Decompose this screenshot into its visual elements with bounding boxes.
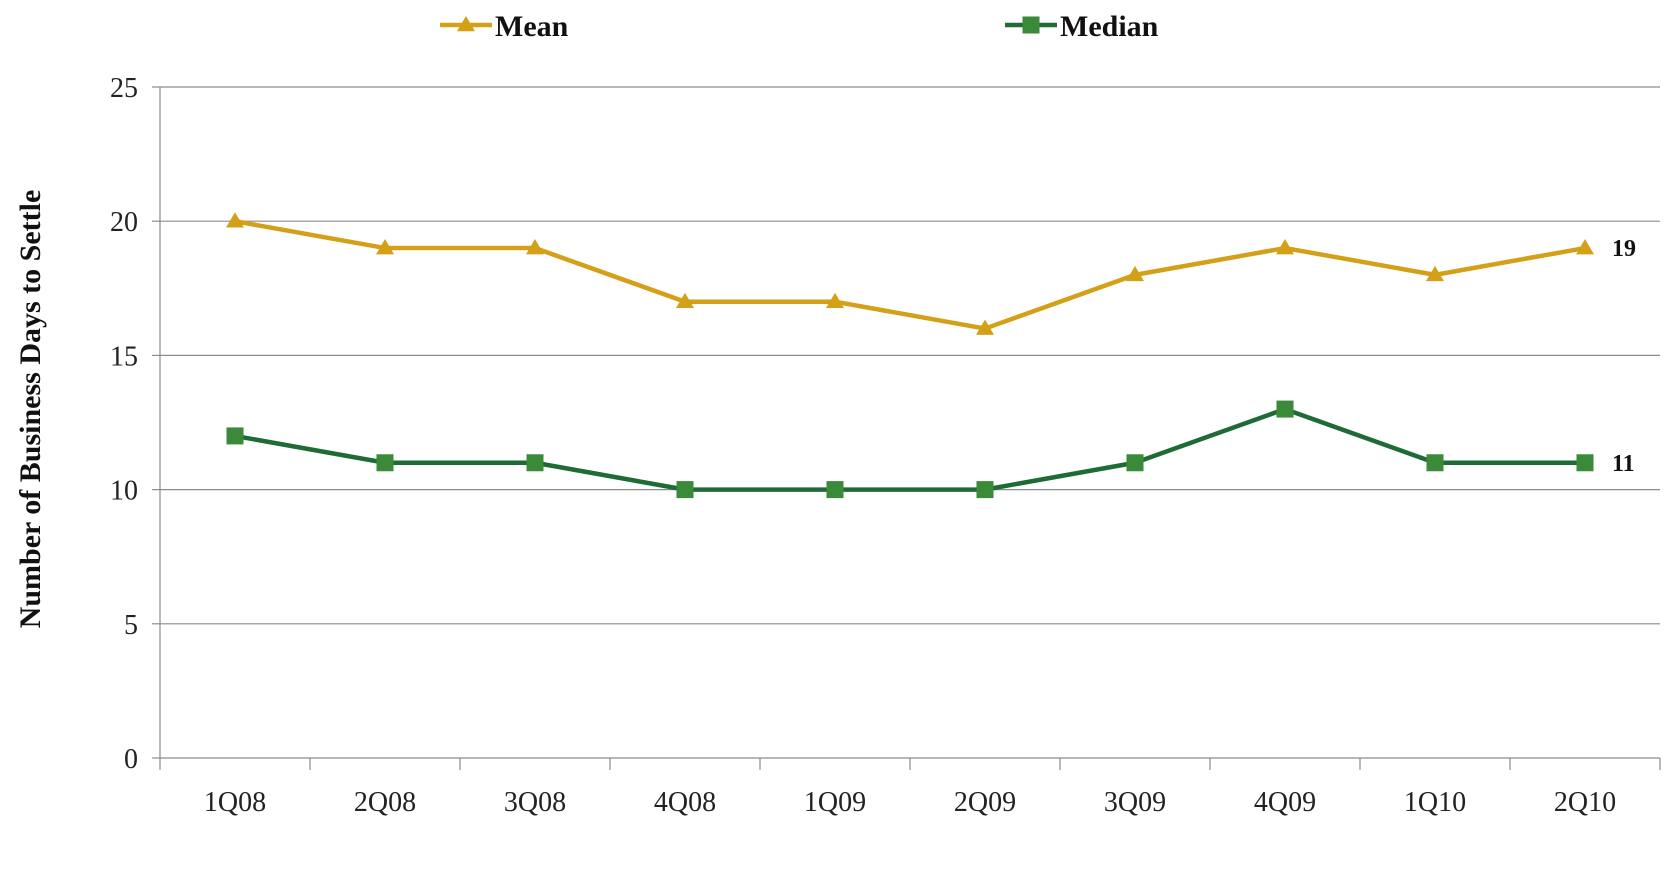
x-tick-label: 2Q09 xyxy=(954,787,1016,818)
data-point-median xyxy=(526,454,544,472)
data-label-median: 11 xyxy=(1612,451,1635,477)
data-point-mean xyxy=(226,212,244,228)
y-tick-label: 25 xyxy=(110,73,138,104)
y-tick-label: 10 xyxy=(110,476,138,507)
data-point-median xyxy=(1426,454,1444,472)
y-axis-title: Number of Business Days to Settle xyxy=(14,190,47,629)
data-point-mean xyxy=(976,319,994,335)
data-point-median xyxy=(676,481,694,499)
data-point-mean xyxy=(1576,239,1594,255)
x-axis-ticks: 1Q08 2Q08 3Q08 4Q08 1Q09 2Q09 3Q09 4Q09 1Q10 2Q10 xyxy=(159,758,1661,818)
data-point-median xyxy=(1126,454,1144,472)
data-point-median xyxy=(376,454,394,472)
x-tick-label: 1Q10 xyxy=(1404,787,1466,818)
y-tick-label: 15 xyxy=(110,341,138,372)
series-mean: 19 xyxy=(226,212,1636,335)
legend-item-median: Median xyxy=(1005,10,1159,43)
x-tick-label: 2Q08 xyxy=(354,787,416,818)
data-point-mean xyxy=(1126,265,1144,282)
legend-label-mean: Mean xyxy=(495,10,569,43)
legend-label-median: Median xyxy=(1060,10,1159,43)
gridlines xyxy=(160,86,1660,625)
data-point-median xyxy=(1576,454,1594,472)
data-point-mean xyxy=(826,292,844,309)
y-axis-ticks: 0 5 10 15 20 25 xyxy=(110,73,160,775)
data-point-mean xyxy=(526,239,544,255)
y-tick-label: 20 xyxy=(110,207,138,238)
data-point-mean xyxy=(376,239,394,255)
x-tick-label: 1Q08 xyxy=(204,787,266,818)
data-point-median xyxy=(826,481,844,499)
data-point-mean xyxy=(1276,239,1294,255)
axes xyxy=(159,87,1660,759)
legend-item-mean: Mean xyxy=(440,10,569,43)
data-label-mean: 19 xyxy=(1612,236,1636,262)
x-tick-label: 4Q08 xyxy=(654,787,716,818)
x-tick-label: 3Q09 xyxy=(1104,787,1166,818)
data-point-median xyxy=(1276,400,1294,418)
data-point-mean xyxy=(676,292,694,309)
x-tick-label: 4Q09 xyxy=(1254,787,1316,818)
x-tick-label: 2Q10 xyxy=(1554,787,1616,818)
series-line-median xyxy=(234,406,1585,492)
y-tick-label: 0 xyxy=(124,744,138,775)
data-point-median xyxy=(976,481,994,499)
data-point-mean xyxy=(1426,265,1444,282)
y-tick-label: 5 xyxy=(124,610,138,641)
x-tick-label: 3Q08 xyxy=(504,787,566,818)
data-point-median xyxy=(226,427,244,445)
legend-marker-mean xyxy=(457,16,475,32)
legend: Mean Median xyxy=(440,10,1159,43)
legend-marker-median xyxy=(1022,16,1040,34)
series-line-mean xyxy=(234,218,1586,331)
series-median: 11 xyxy=(226,400,1635,499)
x-tick-label: 1Q09 xyxy=(804,787,866,818)
